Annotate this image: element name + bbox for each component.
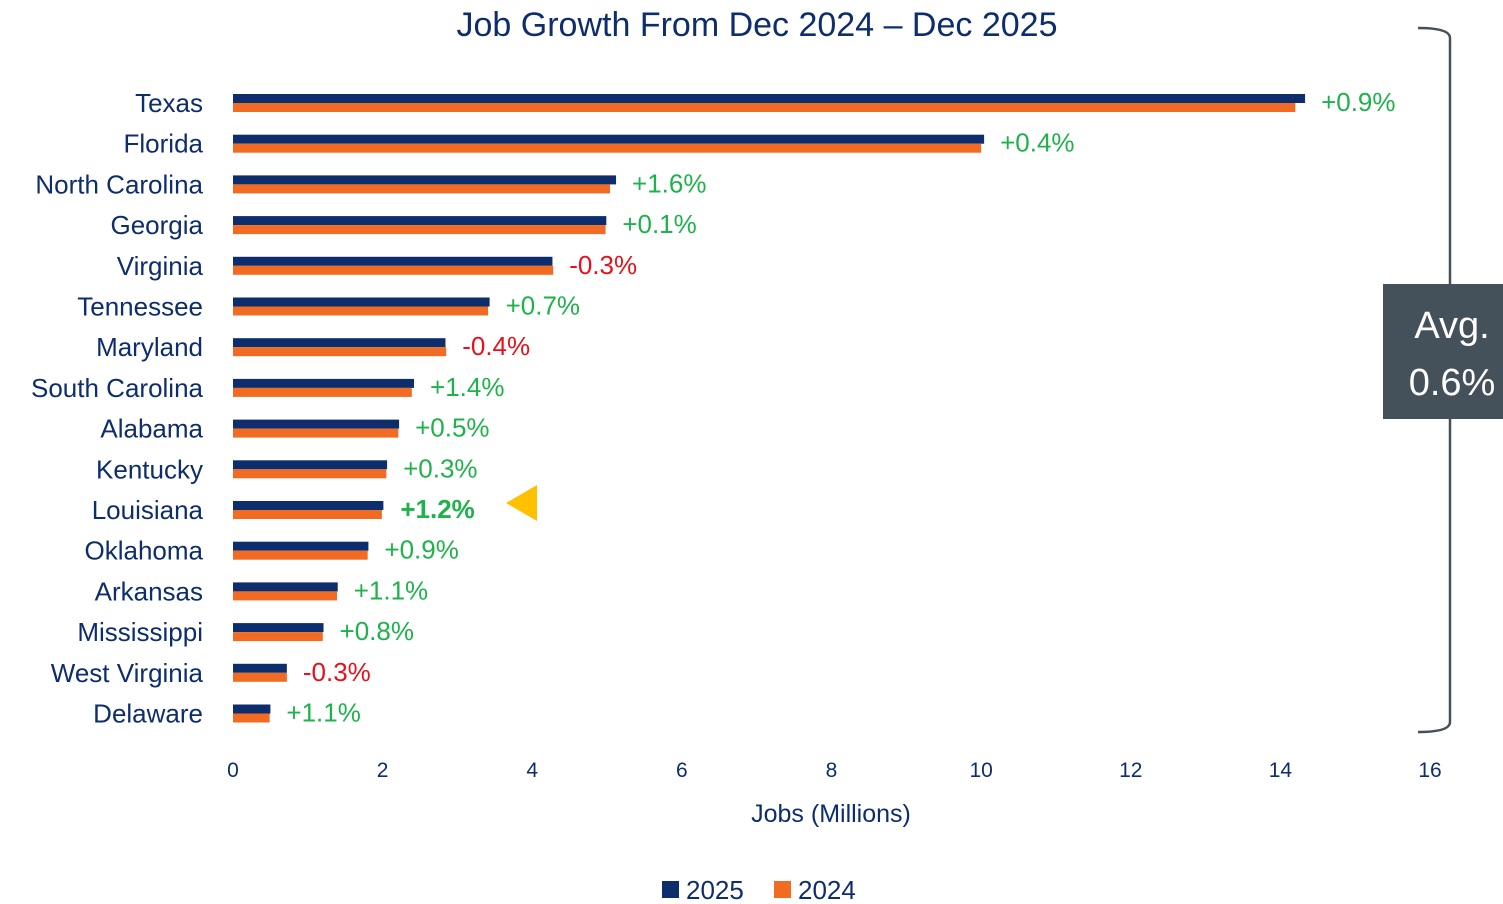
category-label-georgia: Georgia <box>111 210 204 240</box>
bar-2024-arkansas <box>233 591 337 601</box>
bar-2025-texas <box>233 94 1306 103</box>
highlight-triangle-icon <box>506 485 537 521</box>
category-label-arkansas: Arkansas <box>95 576 203 606</box>
data-label-arkansas: +1.1% <box>354 575 428 605</box>
x-tick-label: 2 <box>377 759 389 782</box>
bar-2025-georgia <box>233 216 607 226</box>
x-tick-label: 12 <box>1119 759 1142 782</box>
bar-2024-florida <box>233 143 982 153</box>
bar-2024-tennessee <box>233 306 489 316</box>
category-label-north-carolina: North Carolina <box>35 169 203 199</box>
bar-2025-florida <box>233 134 985 144</box>
bar-2025-alabama <box>233 419 400 429</box>
bar-2025-kentucky <box>233 460 388 470</box>
category-label-south-carolina: South Carolina <box>31 373 204 403</box>
data-label-mississippi: +0.8% <box>340 616 414 646</box>
x-tick-label: 0 <box>227 759 239 782</box>
bar-2024-georgia <box>233 225 606 235</box>
legend-label-2024: 2024 <box>798 875 856 904</box>
bar-2025-north-carolina <box>233 175 617 185</box>
bar-2025-oklahoma <box>233 541 369 551</box>
category-label-delaware: Delaware <box>93 699 203 729</box>
data-label-georgia: +0.1% <box>622 209 696 239</box>
category-label-louisiana: Louisiana <box>92 495 204 525</box>
bar-2024-west-virginia <box>233 672 287 682</box>
data-label-tennessee: +0.7% <box>506 291 580 321</box>
category-labels: Texas Florida North Carolina Georgia Virgini… <box>31 88 204 729</box>
bar-2024-mississippi <box>233 632 323 642</box>
bar-2025-south-carolina <box>233 378 415 388</box>
data-label-texas: +0.9% <box>1321 87 1395 117</box>
bar-2024-louisiana <box>233 510 382 519</box>
data-label-delaware: +1.1% <box>286 698 360 728</box>
category-label-florida: Florida <box>124 129 204 159</box>
bar-2024-maryland <box>233 347 447 357</box>
legend: 2025 2024 <box>662 875 856 904</box>
average-bracket: Avg. 0.6% <box>1383 26 1503 734</box>
data-labels: +0.9% +0.4% +1.6% +0.1% -0.3% +0.7% -0.4% +1.4%… <box>286 87 1395 728</box>
highlight-group <box>506 485 537 521</box>
average-callout-value: 0.6% <box>1409 362 1496 404</box>
bar-2024-virginia <box>233 265 554 275</box>
bar-2024-kentucky <box>233 469 387 479</box>
category-label-virginia: Virginia <box>117 251 204 281</box>
category-label-oklahoma: Oklahoma <box>85 536 204 566</box>
data-label-north-carolina: +1.6% <box>632 168 706 198</box>
data-label-oklahoma: +0.9% <box>384 535 458 565</box>
category-label-texas: Texas <box>135 88 203 118</box>
category-label-west-virginia: West Virginia <box>51 658 204 688</box>
x-tick-label: 10 <box>969 759 992 782</box>
data-label-florida: +0.4% <box>1000 128 1074 158</box>
category-label-maryland: Maryland <box>96 332 203 362</box>
bar-2024-oklahoma <box>233 550 368 560</box>
bar-2024-alabama <box>233 428 399 438</box>
x-tick-label: 8 <box>826 759 838 782</box>
bar-2025-louisiana <box>233 501 384 510</box>
bar-2025-arkansas <box>233 582 338 592</box>
bar-2024-north-carolina <box>233 184 611 194</box>
bar-2025-mississippi <box>233 623 324 633</box>
average-callout-box <box>1383 284 1503 419</box>
x-tick-label: 6 <box>676 759 688 782</box>
bar-2025-delaware <box>233 704 271 714</box>
legend-swatch-2025 <box>662 881 679 898</box>
data-label-west-virginia: -0.3% <box>303 657 371 687</box>
x-axis-ticks: 0 2 4 6 8 10 12 14 16 <box>227 759 1442 782</box>
legend-swatch-2024 <box>774 881 791 898</box>
chart-title: Job Growth From Dec 2024 – Dec 2025 <box>457 6 1058 44</box>
bar-2025-tennessee <box>233 297 490 307</box>
data-label-alabama: +0.5% <box>415 413 489 443</box>
bar-2024-south-carolina <box>233 387 412 397</box>
legend-label-2025: 2025 <box>686 875 744 904</box>
bar-2025-west-virginia <box>233 663 287 673</box>
data-label-maryland: -0.4% <box>462 331 530 361</box>
category-label-tennessee: Tennessee <box>77 292 203 322</box>
bar-2024-delaware <box>233 713 270 723</box>
data-label-virginia: -0.3% <box>569 250 637 280</box>
category-label-kentucky: Kentucky <box>96 454 203 484</box>
x-tick-label: 4 <box>526 759 538 782</box>
x-tick-label: 14 <box>1269 759 1293 782</box>
bar-2025-maryland <box>233 338 446 348</box>
x-tick-label: 16 <box>1418 759 1441 782</box>
data-label-south-carolina: +1.4% <box>430 372 504 402</box>
category-label-alabama: Alabama <box>100 414 203 444</box>
average-callout-label: Avg. <box>1414 305 1489 347</box>
x-axis-title: Jobs (Millions) <box>751 800 911 828</box>
category-label-mississippi: Mississippi <box>77 617 203 647</box>
data-label-kentucky: +0.3% <box>403 453 477 483</box>
bars-group <box>233 94 1306 723</box>
data-label-louisiana: +1.2% <box>400 494 474 524</box>
bar-2024-texas <box>233 103 1296 112</box>
bar-2025-virginia <box>233 256 553 266</box>
